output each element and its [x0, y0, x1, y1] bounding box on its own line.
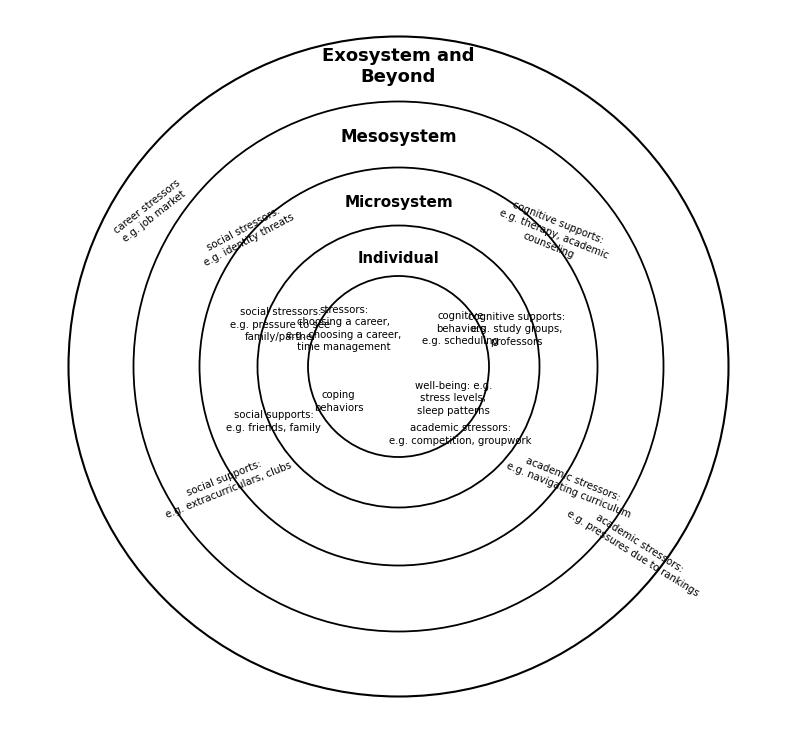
Text: academic stressors:
e.g. competition, groupwork: academic stressors: e.g. competition, gr…: [389, 423, 532, 446]
Text: social supports:
e.g. extracurriculars, clubs: social supports: e.g. extracurriculars, …: [159, 449, 293, 520]
Text: social stressors:
e.g. identity threats: social stressors: e.g. identity threats: [197, 201, 296, 268]
Text: academic stressors:
e.g. navigating curriculum: academic stressors: e.g. navigating curr…: [505, 449, 637, 520]
Text: Microsystem: Microsystem: [344, 195, 453, 210]
Text: cognitive supports:
e.g. study groups,
professors: cognitive supports: e.g. study groups, p…: [468, 312, 565, 347]
Text: well-being: e.g.
stress levels;
sleep patterns: well-being: e.g. stress levels; sleep pa…: [414, 381, 493, 416]
Text: cognitive
behaviors
e.g. scheduling: cognitive behaviors e.g. scheduling: [422, 311, 499, 346]
Text: career stressors
e.g. job market: career stressors e.g. job market: [112, 177, 190, 246]
Text: social supports:
e.g. friends, family: social supports: e.g. friends, family: [226, 410, 321, 432]
Text: Exosystem and
Beyond: Exosystem and Beyond: [322, 47, 475, 86]
Text: stressors:
choosing a career,
e.g. choosing a career,
time management: stressors: choosing a career, e.g. choos…: [286, 305, 401, 352]
Text: coping
behaviors: coping behaviors: [314, 390, 363, 413]
Text: cognitive supports:
e.g. therapy, academic
counseling: cognitive supports: e.g. therapy, academ…: [493, 196, 614, 273]
Text: Individual: Individual: [358, 251, 439, 266]
Text: social stressors:
e.g. pressure to see
family/partner: social stressors: e.g. pressure to see f…: [230, 307, 331, 342]
Text: academic stressors:
e.g. pressures due to rankings: academic stressors: e.g. pressures due t…: [565, 498, 708, 599]
Text: Mesosystem: Mesosystem: [340, 128, 457, 145]
